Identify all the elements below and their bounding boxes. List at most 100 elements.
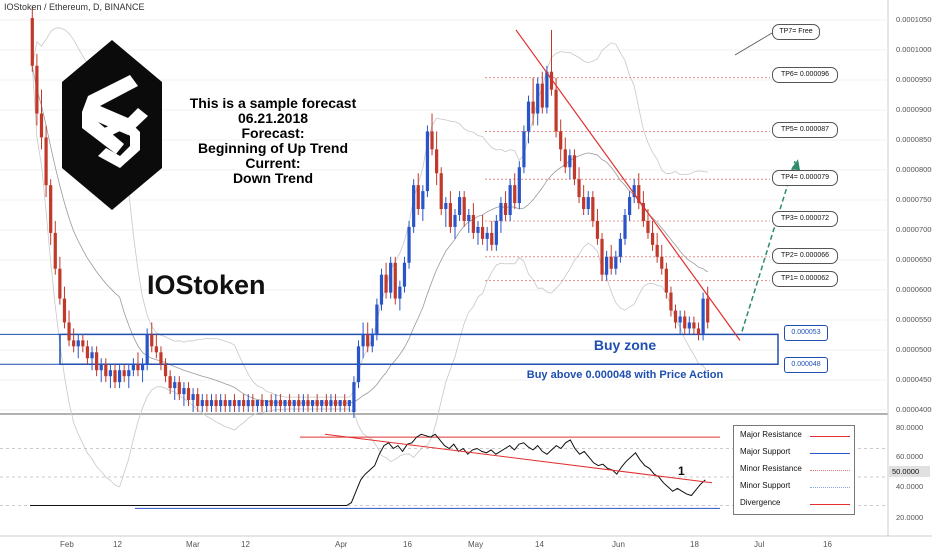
candle-body	[72, 340, 76, 347]
candle-body	[485, 232, 489, 239]
tp3-label[interactable]: TP3= 0.000072	[772, 211, 838, 227]
annotation-line: Forecast:	[241, 125, 305, 141]
trendline	[515, 29, 741, 341]
candle-body	[435, 149, 439, 174]
band-middle	[31, 65, 708, 404]
candle-body	[30, 18, 34, 66]
candle-body	[117, 370, 122, 383]
candle-body	[425, 131, 430, 192]
candle-body	[67, 322, 71, 341]
candle-body	[159, 352, 163, 365]
candle-body	[586, 197, 590, 210]
price-tick: 0.00008000	[896, 165, 932, 174]
candle-body	[646, 220, 650, 233]
tp7-label[interactable]: TP7= Free	[772, 24, 820, 40]
candle-body	[324, 400, 328, 407]
candle-body	[361, 334, 365, 347]
divergence-marker: 1	[678, 464, 685, 478]
candle-body	[384, 274, 388, 293]
zone-lower-label[interactable]: 0.000048	[784, 357, 828, 373]
candle-body	[402, 262, 407, 287]
bollinger-bands	[31, 27, 709, 488]
candle-body	[274, 400, 278, 407]
candle-body	[650, 232, 655, 245]
candle-body	[136, 364, 140, 371]
candle-body	[315, 400, 319, 407]
candle-body	[338, 400, 342, 407]
forecast-path	[741, 161, 796, 332]
candle-body	[283, 400, 287, 407]
indicator-current-value: 50.0000	[889, 466, 930, 477]
legend-major-resistance: Major Resistance	[740, 430, 852, 444]
candle-body	[669, 292, 673, 311]
candle-body	[462, 197, 466, 221]
candle-body	[329, 400, 333, 407]
tp4-label[interactable]: TP4= 0.000079	[772, 170, 838, 186]
candle-body	[453, 215, 457, 227]
candle-body	[637, 185, 641, 204]
indicator-tick: 60.0000	[896, 452, 924, 461]
candle-body	[39, 113, 44, 138]
candle-body	[430, 131, 434, 150]
buy-zone-label: Buy zone	[593, 337, 657, 353]
legend-divergence: Divergence	[740, 498, 852, 512]
candle-body	[85, 346, 90, 359]
band-upper	[31, 27, 708, 398]
candle-body	[457, 197, 462, 215]
downtrend-line	[515, 29, 741, 341]
candle-body	[182, 388, 186, 395]
candle-body	[99, 364, 103, 371]
candle-body	[623, 215, 627, 239]
legend-minor-resistance: Minor Resistance	[740, 464, 852, 478]
tp6-label[interactable]: TP6= 0.000096	[772, 67, 838, 83]
legend-label: Major Resistance	[740, 430, 802, 439]
price-tick: 0.00006500	[896, 255, 932, 264]
candle-body	[356, 346, 361, 383]
candle-body	[696, 328, 701, 335]
tp1-label[interactable]: TP1= 0.000062	[772, 271, 838, 287]
candle-body	[173, 382, 177, 389]
candle-body	[582, 197, 586, 210]
indicator-tick: 80.0000	[896, 423, 924, 432]
divergence-line	[324, 433, 713, 484]
candle-body	[627, 197, 632, 215]
candle-body	[655, 244, 659, 257]
tp5-label[interactable]: TP5= 0.000087	[772, 122, 838, 138]
candle-body	[219, 400, 223, 407]
forecast-arrow	[741, 159, 800, 332]
candle-body	[375, 304, 379, 335]
candle-body	[145, 334, 149, 365]
time-tick: May	[468, 540, 484, 549]
price-tick: 0.00006000	[896, 285, 932, 294]
indicator-tick: 40.0000	[896, 482, 924, 491]
legend-label: Divergence	[740, 498, 781, 507]
annotation-line: Beginning of Up Trend	[197, 140, 349, 156]
buy-zone-frame	[59, 333, 779, 365]
candle-body	[513, 185, 517, 204]
candle-body	[389, 262, 393, 293]
candle-body	[398, 286, 402, 299]
candle-body	[471, 215, 475, 233]
zone-upper-label[interactable]: 0.000053	[784, 325, 828, 341]
candle-body	[35, 65, 39, 114]
candle-body	[618, 238, 623, 257]
candle-body	[333, 400, 338, 407]
candle-body	[122, 370, 126, 377]
logo-glyph	[82, 75, 148, 154]
candle-body	[228, 400, 232, 407]
candle-body	[531, 101, 535, 114]
candle-body	[540, 83, 544, 108]
candle-body	[554, 89, 558, 132]
price-tick: 0.00004500	[896, 375, 932, 384]
candle-body	[237, 400, 241, 407]
tp2-label[interactable]: TP2= 0.000066	[772, 248, 838, 264]
candle-body	[62, 298, 67, 323]
candle-body	[278, 400, 283, 407]
symbol-title: IOStoken / Ethereum, D, BINANCE	[4, 2, 145, 12]
tp7-connector	[734, 32, 773, 56]
candle-body	[448, 203, 453, 227]
price-tick: 0.00009000	[896, 105, 932, 114]
price-tick: 0.00009500	[896, 75, 932, 84]
forecast-annotation: This is a sample forecast 06.21.2018 For…	[168, 96, 378, 186]
